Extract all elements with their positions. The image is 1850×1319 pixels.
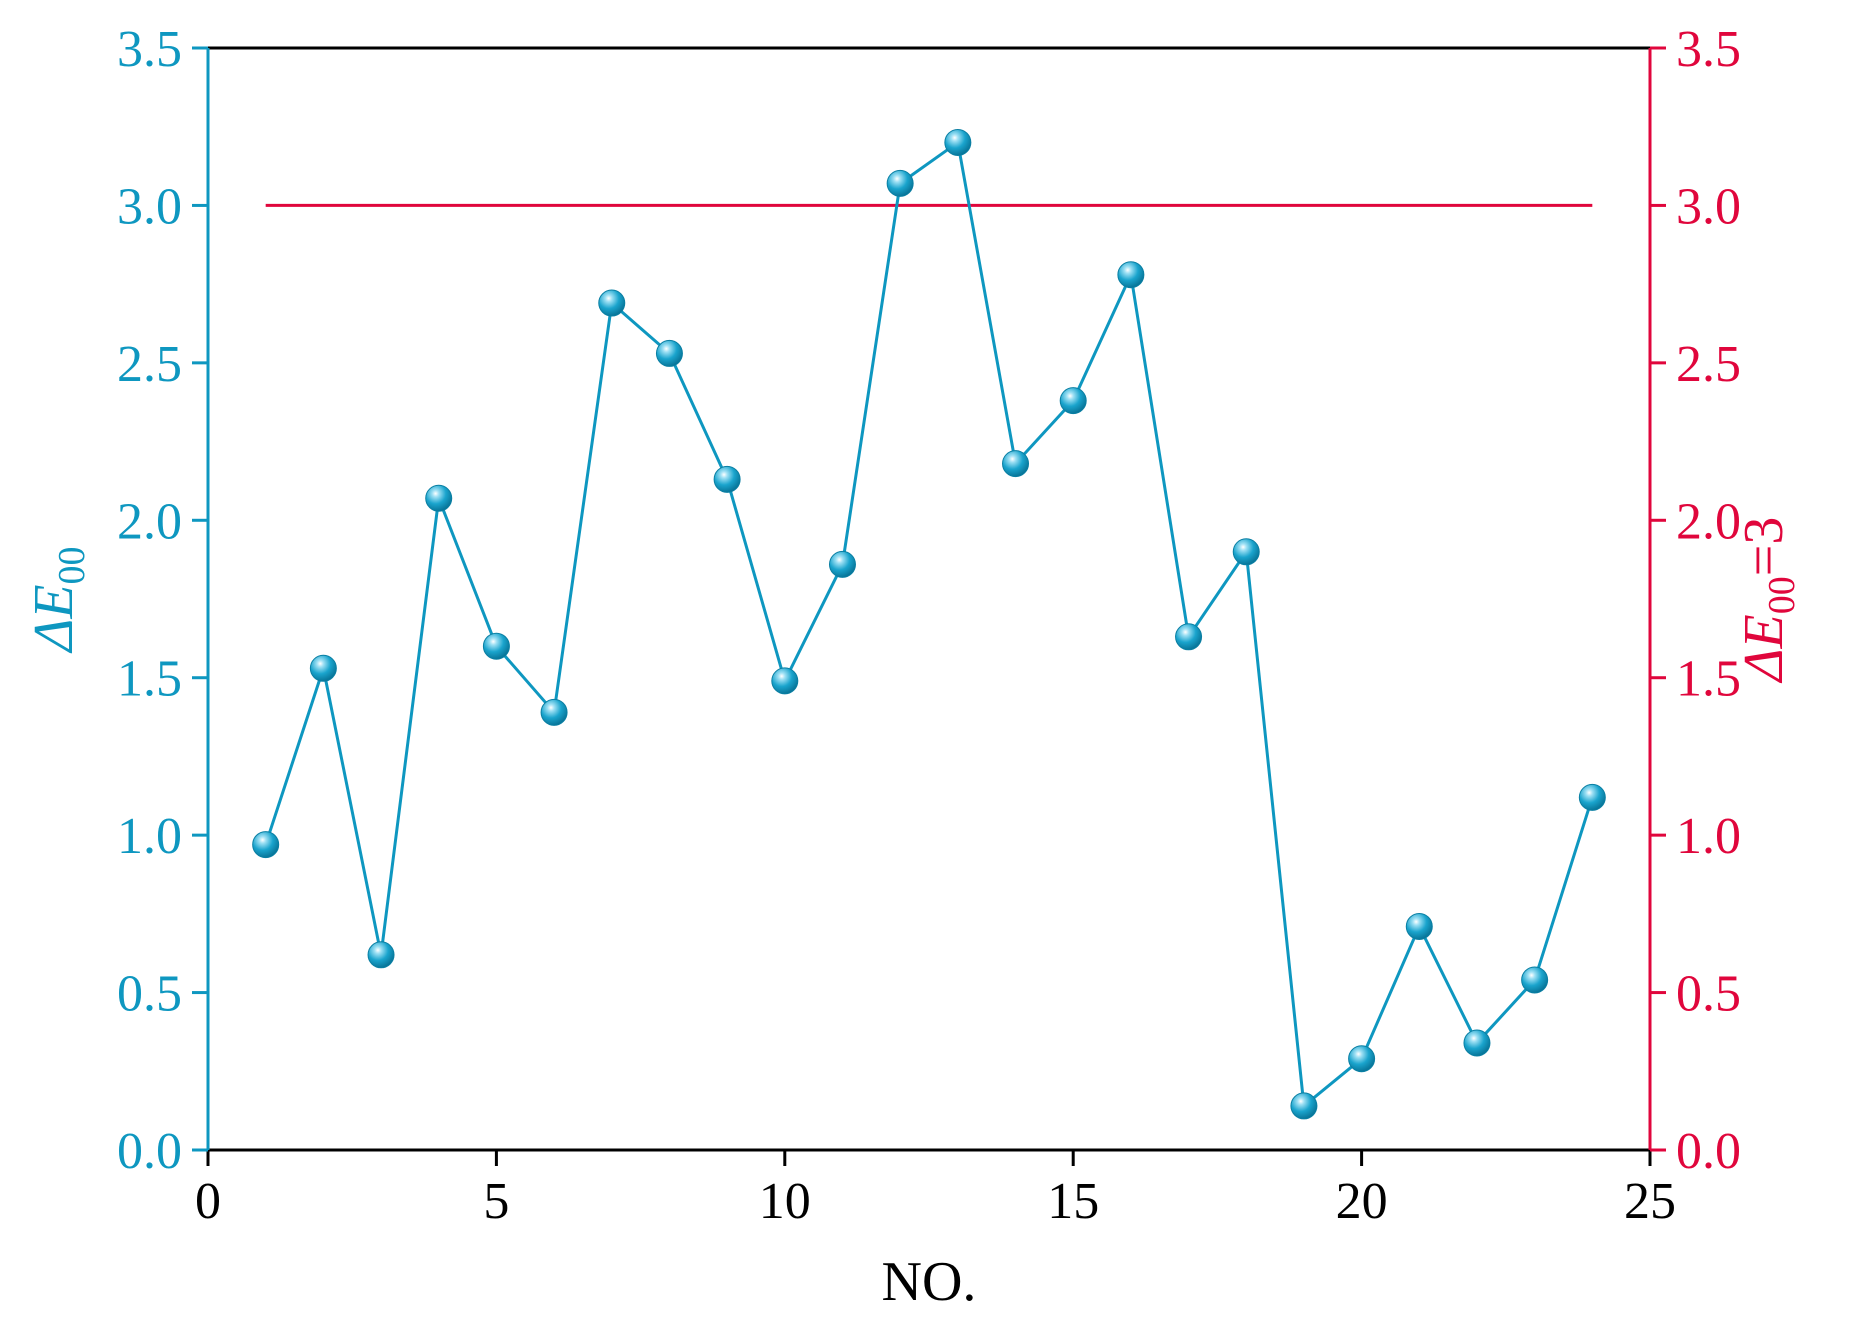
- right-y-axis-ticks: 0.0 0.5 1.0 1.5 2.0 2.5 3.0 3.5: [1650, 21, 1741, 1180]
- data-point: [886, 169, 914, 197]
- x-tick-label: 15: [1047, 1173, 1099, 1230]
- data-point: [425, 484, 453, 512]
- left-y-tick-label: 0.0: [117, 1123, 182, 1180]
- data-point: [655, 339, 683, 367]
- left-y-tick-label: 1.0: [117, 808, 182, 865]
- left-y-axis-title: ΔE00: [23, 546, 93, 653]
- data-point: [944, 128, 972, 156]
- data-point: [1232, 538, 1260, 566]
- left-y-tick-label: 0.5: [117, 966, 182, 1023]
- data-point: [1290, 1092, 1318, 1120]
- right-y-tick-label: 0.5: [1676, 966, 1741, 1023]
- x-tick-label: 0: [195, 1173, 221, 1230]
- x-tick-label: 10: [759, 1173, 811, 1230]
- left-y-tick-label: 1.5: [117, 651, 182, 708]
- right-y-tick-label: 1.0: [1676, 808, 1741, 865]
- right-y-tick-label: 1.5: [1676, 651, 1741, 708]
- data-point: [713, 465, 741, 493]
- data-point: [1002, 450, 1030, 478]
- right-y-tick-label: 2.5: [1676, 336, 1741, 393]
- left-y-axis-ticks: 0.0 0.5 1.0 1.5 2.0 2.5 3.0 3.5: [117, 21, 208, 1180]
- data-point: [1175, 623, 1203, 651]
- left-y-tick-label: 2.5: [117, 336, 182, 393]
- data-point: [828, 550, 856, 578]
- data-point: [771, 667, 799, 695]
- right-y-tick-label: 0.0: [1676, 1123, 1741, 1180]
- data-point: [309, 654, 337, 682]
- data-point: [252, 831, 280, 859]
- data-point: [1463, 1029, 1491, 1057]
- x-tick-label: 25: [1624, 1173, 1676, 1230]
- right-y-tick-label: 3.5: [1676, 21, 1741, 78]
- data-point: [1405, 912, 1433, 940]
- left-y-tick-label: 3.5: [117, 21, 182, 78]
- x-axis-ticks: 0 5 10 15 20 25: [195, 1150, 1676, 1230]
- series-points: [252, 128, 1606, 1120]
- right-y-axis-title: ΔE00=3: [1733, 517, 1803, 684]
- left-y-tick-label: 3.0: [117, 178, 182, 235]
- data-point: [1578, 783, 1606, 811]
- right-y-tick-label: 2.0: [1676, 493, 1741, 550]
- data-point: [1117, 261, 1145, 289]
- left-y-tick-label: 2.0: [117, 493, 182, 550]
- data-point: [540, 698, 568, 726]
- series-line: [264, 139, 1594, 1109]
- x-tick-label: 5: [483, 1173, 509, 1230]
- data-point: [1348, 1045, 1376, 1073]
- right-y-tick-label: 3.0: [1676, 178, 1741, 235]
- data-point: [367, 941, 395, 969]
- data-point: [482, 632, 510, 660]
- data-point: [1521, 966, 1549, 994]
- x-axis-title: NO.: [882, 1251, 977, 1313]
- data-point: [598, 289, 626, 317]
- x-tick-label: 20: [1336, 1173, 1388, 1230]
- data-point: [1059, 387, 1087, 415]
